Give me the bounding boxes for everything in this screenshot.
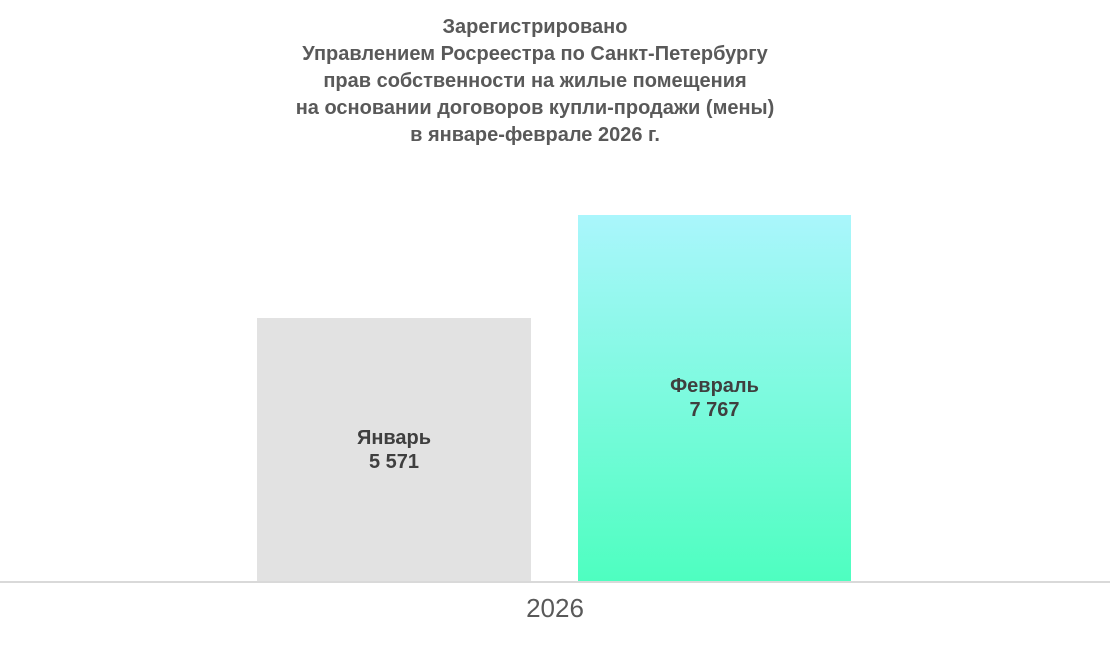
chart-title-line: Управлением Росреестра по Санкт-Петербур… xyxy=(302,43,768,65)
bar-label-february: Февраль 7 767 xyxy=(670,374,759,422)
bar-label-january: Январь 5 571 xyxy=(357,426,431,474)
x-axis-line xyxy=(0,581,1110,583)
chart-title-line: прав собственности на жилые помещения xyxy=(323,70,747,92)
x-axis-label: 2026 xyxy=(526,593,584,623)
bar-january: Январь 5 571 xyxy=(257,318,531,581)
chart-title-line: Зарегистрировано xyxy=(442,16,628,38)
bar-category-label: Февраль xyxy=(670,375,759,397)
bar-value-label: 5 571 xyxy=(368,450,420,473)
bar-category-label: Январь xyxy=(356,426,432,449)
bar-value-label: 7 767 xyxy=(689,399,740,421)
chart-title-line: на основании договоров купли-продажи (ме… xyxy=(295,97,775,119)
chart-title-line: в январе-феврале 2026 г. xyxy=(410,124,660,146)
chart-title: Зарегистрировано Управлением Росреестра … xyxy=(0,14,1070,149)
bar-february: Февраль 7 767 xyxy=(578,215,851,581)
